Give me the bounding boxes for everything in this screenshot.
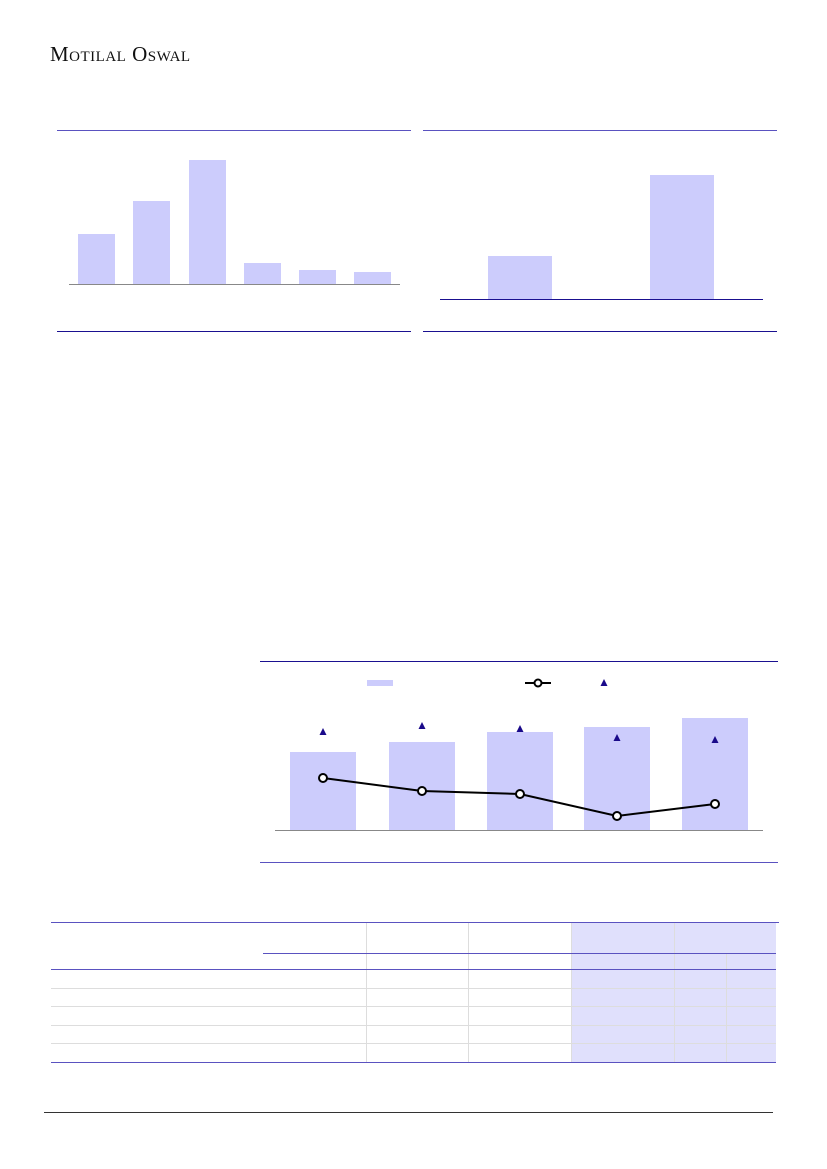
chart3-bar [682, 718, 748, 830]
chart2-bar [650, 175, 714, 299]
footer-rule [44, 1112, 773, 1113]
chart3-bar [290, 752, 356, 830]
chart3-line-marker [612, 811, 622, 821]
chart3-triangle-marker [319, 728, 327, 735]
chart3-line-marker [417, 786, 427, 796]
chart3-triangle-marker [613, 734, 621, 741]
chart1-bar [299, 270, 336, 284]
chart2-bar [488, 256, 552, 299]
chart3-bottom-rule [260, 862, 778, 863]
chart1-bar [78, 234, 115, 284]
chart3-bar [487, 732, 553, 830]
legend-triangle-marker [600, 679, 608, 686]
chart1-bar [189, 160, 226, 284]
chart3-top-rule [260, 661, 778, 662]
chart1-top-rule [57, 130, 411, 131]
chart1-bar [244, 263, 281, 284]
chart2-bottom-rule [423, 331, 777, 332]
chart3-line-marker [710, 799, 720, 809]
chart2-top-rule [423, 130, 777, 131]
chart3-triangle-marker [516, 725, 524, 732]
chart1-bar [133, 201, 170, 284]
chart3-triangle-marker [711, 736, 719, 743]
chart3-triangle-marker [418, 722, 426, 729]
legend-bar-swatch [367, 680, 393, 686]
chart3-line-marker [318, 773, 328, 783]
chart3-line-marker [515, 789, 525, 799]
table-shaded-columns [571, 922, 776, 1062]
legend-circle-marker [533, 678, 543, 688]
chart1-bar [354, 272, 391, 284]
motilal-oswal-logo: Motilal Oswal [50, 42, 191, 66]
chart1-bottom-rule [57, 331, 411, 332]
